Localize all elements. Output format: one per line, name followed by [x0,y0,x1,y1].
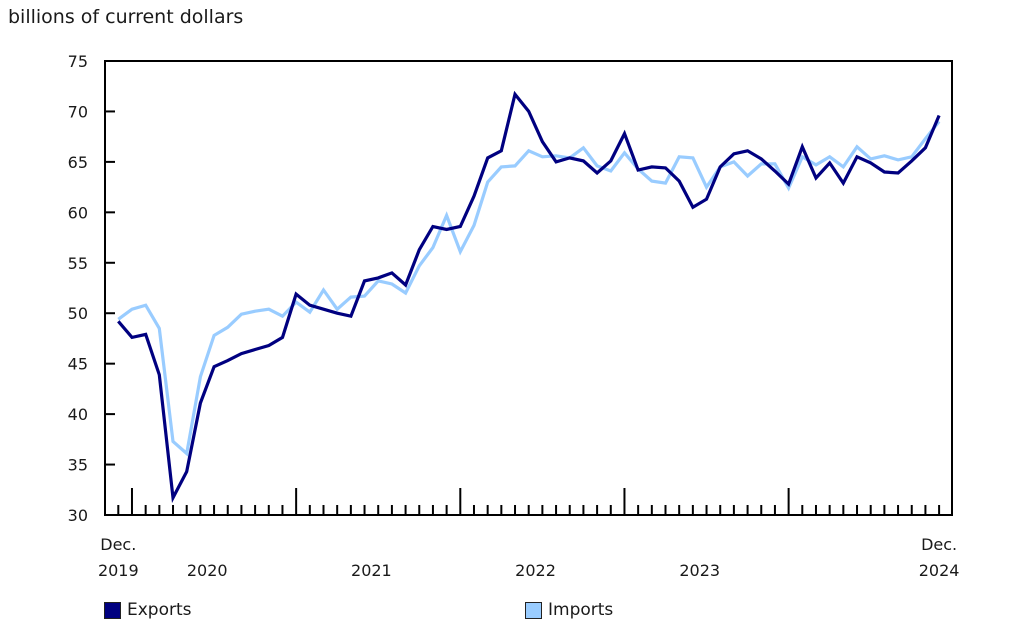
exports-swatch-icon [104,601,121,619]
x-axis: Dec. 2019 2020 2021 2022 2023 Dec. 2024 [98,488,960,580]
y-tick-label: 65 [68,153,88,172]
y-tick-label: 50 [68,304,88,323]
x-tick-label: 2024 [919,561,960,580]
series-line-imports [117,120,941,457]
imports-swatch-icon [525,601,542,619]
series-layer [117,90,941,504]
y-tick-label: 60 [68,203,88,222]
x-tick-label: Dec. [100,535,136,554]
x-tick-label: 2020 [187,561,228,580]
y-tick-label: 30 [68,506,88,525]
y-tick-label: 70 [68,102,88,121]
y-axis: 30 35 40 45 50 55 60 65 70 75 [68,52,115,525]
series-line-exports [117,90,941,504]
x-tick-label: 2021 [351,561,392,580]
legend-item-exports: Exports [104,600,192,620]
x-tick-label: 2023 [679,561,720,580]
y-tick-label: 55 [68,254,88,273]
legend-label-imports: Imports [548,600,614,620]
x-tick-label: 2019 [98,561,139,580]
y-tick-label: 40 [68,405,88,424]
plot-frame [104,60,953,516]
legend-item-imports: Imports [525,600,613,620]
legend-label-exports: Exports [127,600,192,620]
y-tick-label: 35 [68,456,88,475]
x-tick-label: Dec. [921,535,957,554]
y-tick-label: 75 [68,52,88,71]
x-tick-label: 2022 [515,561,556,580]
y-tick-label: 45 [68,355,88,374]
y-axis-unit-label: billions of current dollars [8,6,244,28]
